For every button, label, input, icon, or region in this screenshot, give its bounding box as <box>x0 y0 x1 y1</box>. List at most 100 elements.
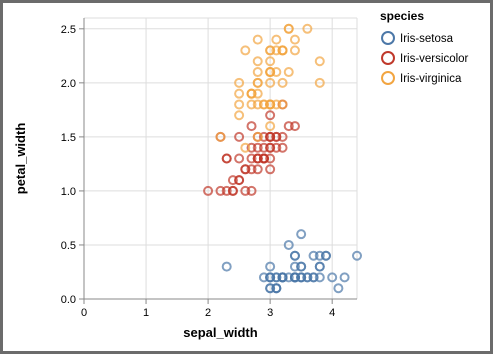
point-iris-versicolor <box>258 142 269 153</box>
point-iris-virginica <box>277 45 288 56</box>
point-iris-versicolor <box>271 131 282 142</box>
point-iris-setosa <box>271 272 282 283</box>
point-iris-setosa <box>333 283 344 294</box>
point-iris-setosa <box>283 239 294 250</box>
point-iris-setosa <box>289 272 300 283</box>
legend-symbol-iris-virginica <box>381 71 395 85</box>
scatter-chart: 0 1 2 3 4 0.0 0.5 1.0 1.5 2.0 2.5 sepal_width peta… <box>13 9 469 340</box>
point-iris-setosa <box>265 283 276 294</box>
point-iris-virginica <box>283 23 294 34</box>
point-iris-setosa <box>320 250 331 261</box>
point-iris-versicolor <box>283 121 294 132</box>
x-axis-title: sepal_width <box>183 325 257 340</box>
x-tick-label: 4 <box>329 307 335 319</box>
y-axis-title: petal_width <box>13 123 28 195</box>
point-iris-setosa <box>265 272 276 283</box>
point-iris-versicolor <box>277 142 288 153</box>
point-iris-versicolor <box>234 131 245 142</box>
point-iris-versicolor <box>215 185 226 196</box>
point-iris-versicolor <box>252 164 263 175</box>
point-iris-versicolor <box>234 153 245 164</box>
point-iris-virginica <box>265 67 276 78</box>
point-iris-setosa <box>308 272 319 283</box>
point-iris-versicolor <box>252 153 263 164</box>
point-iris-setosa <box>314 272 325 283</box>
x-tick-label: 0 <box>81 307 87 319</box>
point-iris-virginica <box>265 45 276 56</box>
point-iris-virginica <box>277 99 288 110</box>
point-iris-versicolor <box>221 185 232 196</box>
point-iris-virginica <box>283 67 294 78</box>
point-iris-setosa <box>327 272 338 283</box>
point-iris-versicolor <box>246 164 257 175</box>
point-iris-versicolor <box>252 142 263 153</box>
point-iris-setosa <box>314 261 325 272</box>
point-iris-versicolor <box>265 142 276 153</box>
point-iris-setosa <box>283 272 294 283</box>
point-iris-setosa <box>221 261 232 272</box>
point-iris-versicolor <box>227 175 238 186</box>
point-iris-versicolor <box>246 185 257 196</box>
y-tick-label: 2.0 <box>61 78 76 90</box>
point-iris-virginica <box>277 77 288 88</box>
point-iris-virginica <box>234 110 245 121</box>
point-iris-setosa <box>277 272 288 283</box>
legend: species Iris-setosa Iris-versicolor Iris-v… <box>380 9 469 85</box>
point-iris-virginica <box>271 99 282 110</box>
point-iris-virginica <box>252 131 263 142</box>
legend-label-iris-virginica: Iris-virginica <box>400 73 462 85</box>
data-points <box>203 23 362 294</box>
point-iris-setosa <box>271 283 282 294</box>
point-iris-versicolor <box>246 142 257 153</box>
point-iris-setosa <box>296 261 307 272</box>
point-iris-virginica <box>265 77 276 88</box>
chart-frame: 0 1 2 3 4 0.0 0.5 1.0 1.5 2.0 2.5 sepal_width peta… <box>3 3 490 351</box>
legend-label-iris-setosa: Iris-setosa <box>400 33 454 45</box>
point-iris-virginica <box>240 45 251 56</box>
point-iris-setosa <box>308 250 319 261</box>
point-iris-virginica <box>271 67 282 78</box>
point-iris-virginica <box>302 23 313 34</box>
x-tick-label: 3 <box>267 307 273 319</box>
point-iris-virginica <box>246 88 257 99</box>
point-iris-virginica <box>234 77 245 88</box>
legend-symbol-iris-versicolor <box>381 51 395 65</box>
point-iris-virginica <box>271 34 282 45</box>
point-iris-virginica <box>252 34 263 45</box>
point-iris-setosa <box>302 272 313 283</box>
point-iris-versicolor <box>265 153 276 164</box>
point-iris-virginica <box>234 99 245 110</box>
grid <box>83 17 358 300</box>
y-tick-label: 1.5 <box>61 132 76 144</box>
x-tick-label: 2 <box>205 307 211 319</box>
point-iris-setosa <box>314 250 325 261</box>
point-iris-virginica <box>252 67 263 78</box>
point-iris-versicolor <box>258 131 269 142</box>
point-iris-virginica <box>271 45 282 56</box>
x-tick-label: 1 <box>143 307 149 319</box>
point-iris-virginica <box>252 99 263 110</box>
y-tick-label: 1.0 <box>61 186 76 198</box>
point-iris-versicolor <box>258 153 269 164</box>
point-iris-versicolor <box>246 121 257 132</box>
point-iris-virginica <box>234 88 245 99</box>
y-tick-label: 2.5 <box>61 24 76 36</box>
y-tick-label: 0.5 <box>61 240 76 252</box>
point-iris-versicolor <box>277 131 288 142</box>
point-iris-virginica <box>246 99 257 110</box>
point-iris-virginica <box>258 99 269 110</box>
point-iris-versicolor <box>227 185 238 196</box>
point-iris-versicolor <box>240 164 251 175</box>
point-iris-setosa <box>296 272 307 283</box>
point-iris-versicolor <box>246 153 257 164</box>
point-iris-virginica <box>252 56 263 67</box>
point-iris-virginica <box>252 88 263 99</box>
point-iris-virginica <box>289 34 300 45</box>
point-iris-versicolor <box>265 110 276 121</box>
point-iris-setosa <box>289 250 300 261</box>
point-iris-versicolor <box>265 164 276 175</box>
point-iris-versicolor <box>271 142 282 153</box>
point-iris-virginica <box>265 121 276 132</box>
point-iris-virginica <box>314 56 325 67</box>
point-iris-versicolor <box>221 153 232 164</box>
